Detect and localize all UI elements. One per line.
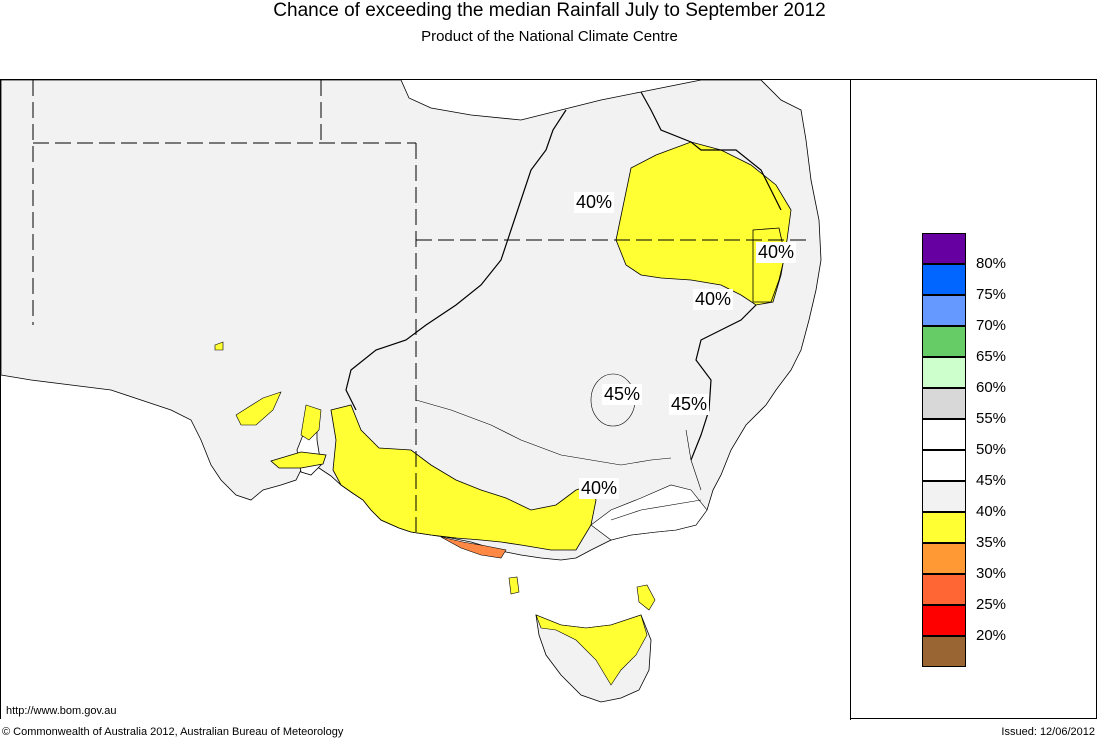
legend-swatch <box>922 512 966 543</box>
legend-label: 40% <box>976 503 1007 520</box>
chart-subtitle: Product of the National Climate Centre <box>421 28 678 45</box>
legend-label: 75% <box>976 286 1007 303</box>
legend-label: 70% <box>976 317 1007 334</box>
chart-title: Chance of exceeding the median Rainfall … <box>273 0 826 21</box>
legend-swatch <box>922 388 966 419</box>
legend-swatch <box>922 450 966 481</box>
southern-coast-yellow-band <box>330 404 597 551</box>
yorke-yellow <box>300 404 322 441</box>
mainland-landmass <box>1 80 822 561</box>
east-victoria-white <box>590 484 708 541</box>
contour-label: 40% <box>574 192 615 213</box>
legend-label: 55% <box>976 410 1007 427</box>
state-borders <box>32 80 809 532</box>
legend-swatch <box>922 264 966 295</box>
flinders-island <box>636 584 656 611</box>
king-island <box>508 576 520 595</box>
issued-date: Issued: 12/06/2012 <box>1001 726 1095 738</box>
district-boundaries <box>345 91 782 461</box>
legend-label: 45% <box>976 472 1007 489</box>
legend-label: 30% <box>976 565 1007 582</box>
legend-swatch <box>922 419 966 450</box>
sa-small-islet <box>214 341 224 351</box>
sa-coast-yellow-strip <box>235 391 282 426</box>
legend-swatch <box>922 481 966 512</box>
legend-swatch <box>922 636 966 667</box>
legend-label: 65% <box>976 348 1007 365</box>
orange-band-otway <box>440 536 507 559</box>
legend-swatch <box>922 543 966 574</box>
legend-swatch <box>922 605 966 636</box>
contour-label: 40% <box>693 289 734 310</box>
legend-label: 50% <box>976 441 1007 458</box>
tasmania-yellow-band <box>535 614 648 686</box>
legend-divider <box>850 79 851 720</box>
legend-label: 60% <box>976 379 1007 396</box>
contour-label: 40% <box>756 242 797 263</box>
legend-label: 80% <box>976 255 1007 272</box>
legend-swatch <box>922 233 966 264</box>
source-url[interactable]: http://www.bom.gov.au <box>6 705 117 717</box>
legend-swatch <box>922 574 966 605</box>
minor-boundaries <box>415 399 702 521</box>
kangaroo-island <box>270 451 327 469</box>
legend-swatch <box>922 357 966 388</box>
legend-label: 35% <box>976 534 1007 551</box>
copyright-text: © Commonwealth of Australia 2012, Austra… <box>2 726 344 738</box>
contour-label: 40% <box>579 478 620 499</box>
contour-label: 45% <box>669 394 710 415</box>
rainfall-map <box>1 80 850 719</box>
contour-label: 45% <box>602 384 643 405</box>
legend-label: 20% <box>976 627 1007 644</box>
legend-label: 25% <box>976 596 1007 613</box>
legend-swatch <box>922 326 966 357</box>
legend-swatch <box>922 295 966 326</box>
